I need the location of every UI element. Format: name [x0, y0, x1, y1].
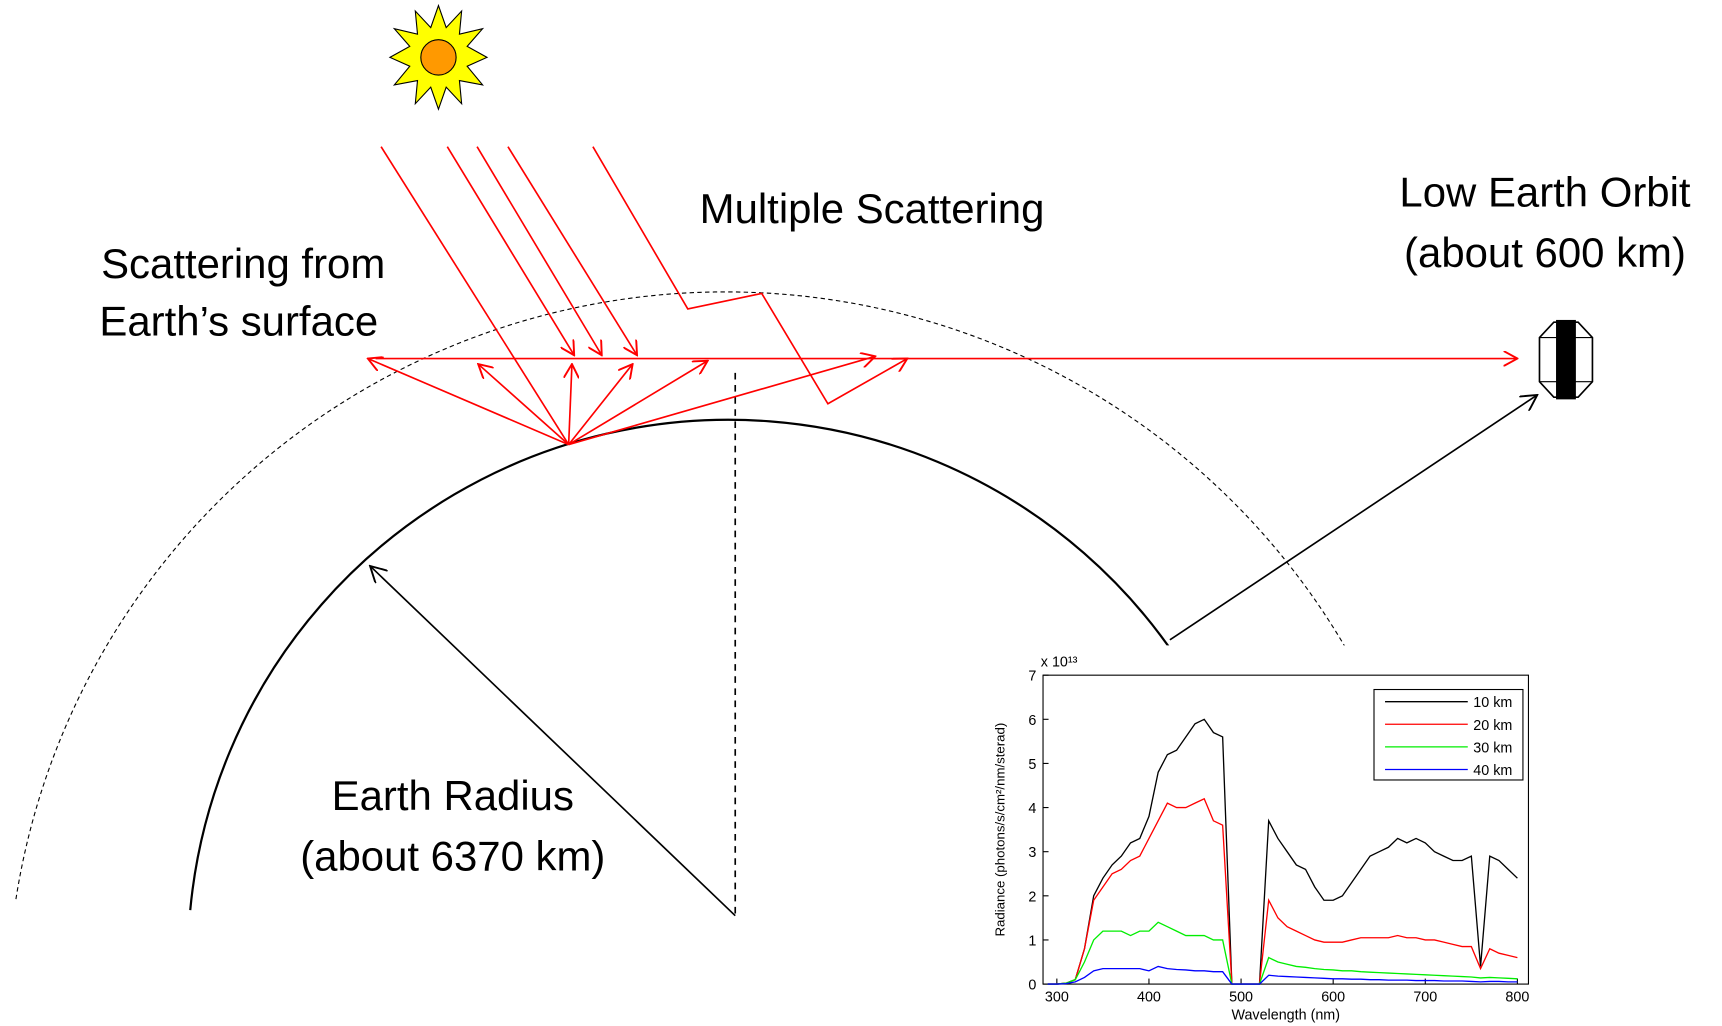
- x-tick-label: 800: [1505, 990, 1529, 1006]
- y-tick-label: 2: [1028, 889, 1036, 905]
- ray: [477, 147, 602, 356]
- ray: [368, 359, 569, 445]
- ray: [569, 364, 572, 445]
- x-axis-label: Wavelength (nm): [1231, 1007, 1340, 1023]
- legend-label: 20 km: [1473, 718, 1512, 734]
- y-axis-label: Radiance (photons/s/cm²/nm/sterad): [992, 723, 1007, 937]
- satellite: [1539, 320, 1592, 399]
- legend-label: 10 km: [1473, 695, 1512, 711]
- y-tick-label: 6: [1028, 713, 1036, 729]
- label: Low Earth Orbit: [1399, 168, 1690, 215]
- inset-chart: 300 400 500 600 700 800 0 1 2 3 4 5 6 7 x 10¹³ Waveleng…: [986, 645, 1543, 1026]
- label: (about 600 km): [1404, 229, 1686, 276]
- y-multiplier: x 10¹³: [1041, 654, 1078, 670]
- ray: [569, 364, 633, 445]
- ray: [447, 147, 574, 356]
- x-tick-label: 300: [1045, 990, 1069, 1006]
- y-tick-label: 5: [1028, 757, 1036, 773]
- x-tick-label: 500: [1229, 990, 1253, 1006]
- ray: [478, 364, 568, 445]
- ray: [569, 356, 876, 444]
- pointer-arrow: [1170, 395, 1537, 640]
- page: {"labels": ["Multiple Scattering", "Low …: [0, 0, 1722, 1026]
- label: (about 6370 km): [300, 832, 605, 879]
- y-tick-label: 1: [1028, 933, 1036, 949]
- sun: [390, 6, 487, 110]
- label: Multiple Scattering: [700, 185, 1045, 232]
- ray: [569, 361, 708, 445]
- diagram: Multiple Scattering Low Earth Orbit (abo…: [0, 0, 1722, 1026]
- x-tick-label: 400: [1137, 990, 1161, 1006]
- y-tick-label: 4: [1028, 801, 1036, 817]
- ray: [508, 147, 637, 356]
- y-tick-label: 0: [1028, 978, 1036, 994]
- y-tick-label: 7: [1028, 669, 1036, 685]
- y-tick-label: 3: [1028, 845, 1036, 861]
- x-tick-label: 600: [1321, 990, 1345, 1006]
- label: Earth Radius: [332, 772, 574, 819]
- x-tick-label: 700: [1413, 990, 1437, 1006]
- legend-label: 30 km: [1473, 740, 1512, 756]
- label: Scattering from: [101, 240, 385, 287]
- legend-label: 40 km: [1473, 763, 1512, 779]
- label: Earth’s surface: [99, 297, 378, 344]
